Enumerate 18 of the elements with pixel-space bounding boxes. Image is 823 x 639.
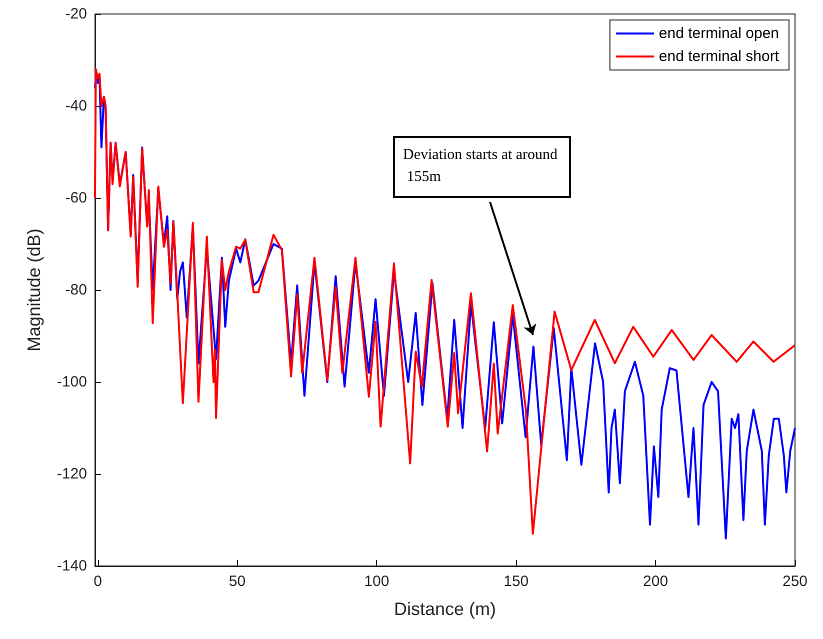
legend-label: end terminal short bbox=[658, 48, 780, 65]
x-tick-label: 50 bbox=[228, 573, 246, 590]
y-tick-label: -120 bbox=[56, 466, 87, 482]
y-tick-label: -100 bbox=[56, 374, 87, 390]
x-tick-label: 100 bbox=[364, 573, 390, 590]
y-tick-label: -140 bbox=[56, 558, 87, 574]
y-axis-title: Magnitude (dB) bbox=[24, 228, 44, 352]
x-tick-label: 0 bbox=[94, 573, 102, 590]
x-axis-title: Distance (m) bbox=[394, 599, 496, 619]
y-tick-label: -80 bbox=[65, 282, 87, 298]
legend-label: end terminal open bbox=[658, 25, 780, 42]
y-tick-label: -40 bbox=[65, 98, 87, 114]
x-tick-label: 150 bbox=[504, 573, 529, 590]
y-tick-label: -20 bbox=[65, 6, 87, 22]
y-tick-label: -60 bbox=[65, 190, 87, 206]
annotation: Deviation starts at around 155m bbox=[403, 147, 558, 185]
x-tick-label: 200 bbox=[643, 573, 668, 590]
x-tick-label: 250 bbox=[782, 573, 808, 590]
